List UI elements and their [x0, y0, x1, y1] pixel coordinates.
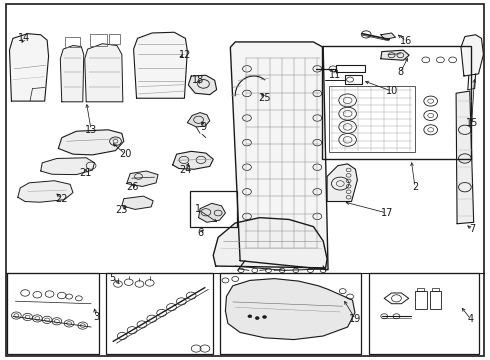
Bar: [430, 291, 441, 309]
Bar: [336, 65, 365, 72]
Polygon shape: [172, 151, 213, 169]
Text: 12: 12: [179, 50, 192, 60]
Text: 22: 22: [55, 194, 68, 204]
Bar: [109, 35, 120, 44]
Polygon shape: [134, 32, 187, 98]
Polygon shape: [187, 113, 210, 127]
Polygon shape: [9, 34, 49, 101]
Bar: [432, 288, 439, 291]
Text: 1: 1: [195, 204, 201, 215]
Polygon shape: [18, 181, 73, 202]
Text: 26: 26: [126, 182, 139, 192]
Text: 7: 7: [469, 225, 476, 234]
Text: 15: 15: [466, 118, 478, 128]
Polygon shape: [381, 33, 395, 40]
Ellipse shape: [248, 315, 252, 318]
Bar: [415, 291, 427, 309]
Polygon shape: [198, 203, 225, 222]
Text: 21: 21: [79, 168, 92, 178]
Bar: [106, 273, 213, 354]
Polygon shape: [230, 42, 328, 270]
Text: 6: 6: [197, 228, 203, 238]
Text: 25: 25: [258, 93, 271, 103]
Ellipse shape: [263, 316, 267, 319]
Text: 13: 13: [85, 125, 97, 135]
Bar: [220, 273, 361, 354]
Bar: [369, 273, 479, 354]
Polygon shape: [58, 130, 124, 155]
Polygon shape: [213, 218, 327, 268]
Text: 8: 8: [397, 67, 403, 77]
Text: 3: 3: [94, 312, 99, 322]
Ellipse shape: [255, 317, 259, 319]
Polygon shape: [85, 44, 123, 102]
Bar: [322, 46, 471, 159]
Polygon shape: [122, 196, 153, 210]
Text: 18: 18: [192, 75, 204, 85]
Text: 23: 23: [116, 206, 128, 216]
Bar: [90, 34, 107, 45]
Polygon shape: [127, 171, 158, 186]
Polygon shape: [41, 158, 95, 175]
Text: 16: 16: [400, 36, 413, 46]
Polygon shape: [327, 164, 357, 202]
Polygon shape: [461, 35, 484, 76]
Text: 2: 2: [412, 182, 418, 192]
Text: 20: 20: [119, 149, 131, 159]
Bar: [329, 86, 415, 152]
Text: 19: 19: [349, 314, 362, 324]
Bar: [65, 37, 80, 47]
Text: 4: 4: [467, 314, 474, 324]
Text: 10: 10: [386, 86, 398, 96]
Bar: [417, 288, 424, 291]
Text: 14: 14: [18, 33, 30, 43]
Text: 5: 5: [109, 273, 115, 283]
Polygon shape: [381, 50, 409, 60]
Text: 24: 24: [179, 165, 192, 175]
Text: 11: 11: [329, 69, 341, 80]
Text: 17: 17: [381, 208, 393, 218]
Polygon shape: [456, 91, 474, 224]
Bar: [345, 75, 362, 84]
Polygon shape: [60, 45, 84, 102]
Text: 9: 9: [200, 122, 206, 132]
Polygon shape: [188, 75, 217, 95]
Bar: [6, 273, 99, 354]
Polygon shape: [225, 279, 355, 339]
Bar: [190, 192, 237, 227]
